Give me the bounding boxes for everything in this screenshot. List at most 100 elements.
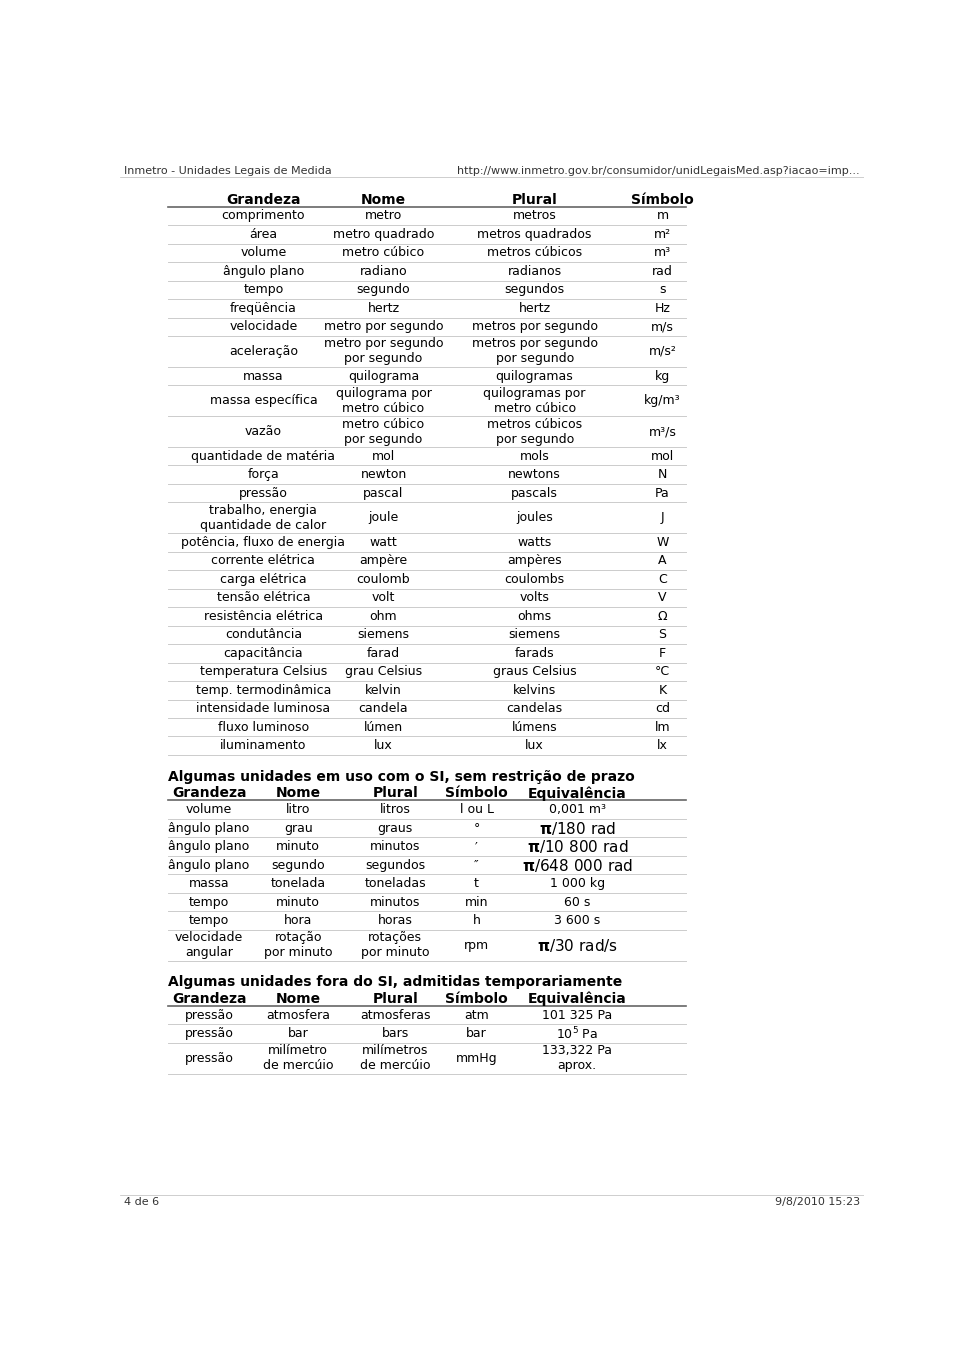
Text: trabalho, energia
quantidade de calor: trabalho, energia quantidade de calor <box>201 503 326 532</box>
Text: farad: farad <box>367 647 400 660</box>
Text: Plural: Plural <box>372 992 418 1006</box>
Text: pressão: pressão <box>184 1008 233 1022</box>
Text: bars: bars <box>381 1027 409 1041</box>
Text: coulomb: coulomb <box>357 573 410 586</box>
Text: Hz: Hz <box>655 301 670 315</box>
Text: fluxo luminoso: fluxo luminoso <box>218 721 309 734</box>
Text: grau Celsius: grau Celsius <box>345 665 422 678</box>
Text: Pa: Pa <box>655 487 670 499</box>
Text: metros cúbicos: metros cúbicos <box>487 247 582 259</box>
Text: watts: watts <box>517 536 552 550</box>
Text: atm: atm <box>464 1008 489 1022</box>
Text: N: N <box>658 468 667 482</box>
Text: 3 600 s: 3 600 s <box>554 915 600 927</box>
Text: minutos: minutos <box>370 840 420 854</box>
Text: kelvin: kelvin <box>365 684 402 696</box>
Text: joules: joules <box>516 512 553 524</box>
Text: lm: lm <box>655 721 670 734</box>
Text: mol: mol <box>372 449 396 463</box>
Text: pressão: pressão <box>184 1052 233 1065</box>
Text: m²: m² <box>654 228 671 242</box>
Text: siemens: siemens <box>357 628 410 642</box>
Text: pressão: pressão <box>184 1027 233 1041</box>
Text: 9/8/2010 15:23: 9/8/2010 15:23 <box>775 1197 860 1208</box>
Text: m³/s: m³/s <box>649 425 677 438</box>
Text: minutos: minutos <box>370 896 420 909</box>
Text: área: área <box>250 228 277 242</box>
Text: lúmens: lúmens <box>512 721 558 734</box>
Text: bar: bar <box>467 1027 487 1041</box>
Text: candelas: candelas <box>507 703 563 715</box>
Text: segundo: segundo <box>272 859 325 871</box>
Text: mol: mol <box>651 449 674 463</box>
Text: m/s: m/s <box>651 320 674 334</box>
Text: ohm: ohm <box>370 609 397 623</box>
Text: quantidade de matéria: quantidade de matéria <box>191 449 335 463</box>
Text: A: A <box>659 555 667 567</box>
Text: t: t <box>474 877 479 890</box>
Text: metros: metros <box>513 209 557 223</box>
Text: massa específica: massa específica <box>209 395 317 407</box>
Text: pascals: pascals <box>511 487 558 499</box>
Text: hora: hora <box>284 915 312 927</box>
Text: kelvins: kelvins <box>513 684 556 696</box>
Text: minuto: minuto <box>276 896 321 909</box>
Text: segundos: segundos <box>505 284 564 296</box>
Text: Inmetro - Unidades Legais de Medida: Inmetro - Unidades Legais de Medida <box>124 166 331 175</box>
Text: volts: volts <box>519 592 549 604</box>
Text: litros: litros <box>380 803 411 816</box>
Text: min: min <box>465 896 489 909</box>
Text: vazão: vazão <box>245 425 282 438</box>
Text: Grandeza: Grandeza <box>172 787 247 801</box>
Text: ″: ″ <box>474 859 479 871</box>
Text: 4 de 6: 4 de 6 <box>124 1197 159 1208</box>
Text: Símbolo: Símbolo <box>631 193 694 206</box>
Text: metros quadrados: metros quadrados <box>477 228 591 242</box>
Text: lx: lx <box>657 740 668 752</box>
Text: S: S <box>659 628 666 642</box>
Text: Algumas unidades em uso com o SI, sem restrição de prazo: Algumas unidades em uso com o SI, sem re… <box>168 769 635 783</box>
Text: watt: watt <box>370 536 397 550</box>
Text: Grandeza: Grandeza <box>227 193 300 206</box>
Text: V: V <box>659 592 667 604</box>
Text: siemens: siemens <box>509 628 561 642</box>
Text: metro quadrado: metro quadrado <box>333 228 434 242</box>
Text: $\mathbf{\pi}$/10 800 rad: $\mathbf{\pi}$/10 800 rad <box>526 839 628 855</box>
Text: J: J <box>660 512 664 524</box>
Text: atmosfera: atmosfera <box>266 1008 330 1022</box>
Text: bar: bar <box>288 1027 308 1041</box>
Text: pressão: pressão <box>239 487 288 499</box>
Text: temp. termodinâmica: temp. termodinâmica <box>196 684 331 696</box>
Text: pascal: pascal <box>363 487 404 499</box>
Text: atmosferas: atmosferas <box>360 1008 430 1022</box>
Text: ângulo plano: ângulo plano <box>169 821 250 835</box>
Text: 10$^5$ Pa: 10$^5$ Pa <box>556 1026 598 1042</box>
Text: segundos: segundos <box>365 859 425 871</box>
Text: carga elétrica: carga elétrica <box>220 573 306 586</box>
Text: corrente elétrica: corrente elétrica <box>211 555 315 567</box>
Text: intensidade luminosa: intensidade luminosa <box>196 703 330 715</box>
Text: 133,322 Pa
aprox.: 133,322 Pa aprox. <box>542 1045 612 1072</box>
Text: segundo: segundo <box>357 284 410 296</box>
Text: farads: farads <box>515 647 555 660</box>
Text: tempo: tempo <box>189 896 229 909</box>
Text: radiano: radiano <box>360 265 407 278</box>
Text: ângulo plano: ângulo plano <box>223 265 304 278</box>
Text: tempo: tempo <box>189 915 229 927</box>
Text: Plural: Plural <box>372 787 418 801</box>
Text: aceleração: aceleração <box>228 345 298 358</box>
Text: minuto: minuto <box>276 840 321 854</box>
Text: Algumas unidades fora do SI, admitidas temporariamente: Algumas unidades fora do SI, admitidas t… <box>168 976 622 989</box>
Text: volt: volt <box>372 592 396 604</box>
Text: W: W <box>657 536 669 550</box>
Text: Nome: Nome <box>276 992 321 1006</box>
Text: newtons: newtons <box>508 468 561 482</box>
Text: graus: graus <box>377 821 413 835</box>
Text: temperatura Celsius: temperatura Celsius <box>200 665 327 678</box>
Text: metros por segundo: metros por segundo <box>471 320 598 334</box>
Text: m³: m³ <box>654 247 671 259</box>
Text: mmHg: mmHg <box>456 1052 497 1065</box>
Text: Plural: Plural <box>512 193 558 206</box>
Text: tonelada: tonelada <box>271 877 325 890</box>
Text: Nome: Nome <box>276 787 321 801</box>
